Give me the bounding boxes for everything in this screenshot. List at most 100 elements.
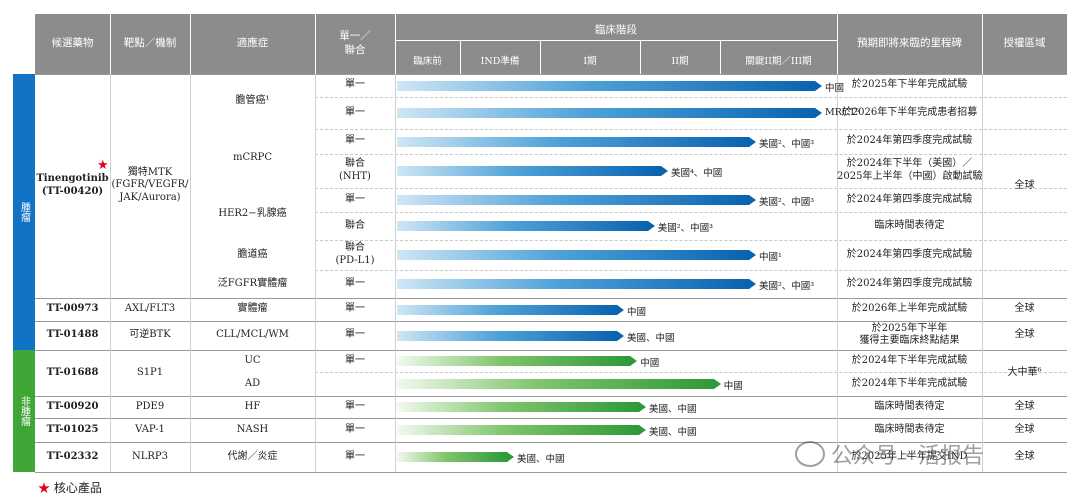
- header-mono-combo: 單一／ 聯合: [339, 30, 371, 56]
- column-divider: [982, 74, 983, 472]
- bar-label: 中國: [627, 306, 647, 318]
- header-indication: 適應症: [236, 37, 269, 50]
- candidate-name: TT-01025: [46, 423, 99, 435]
- stage-preclinical: 臨床前: [413, 56, 442, 67]
- mode-label: 單一: [345, 135, 365, 146]
- star-icon: ★: [38, 481, 51, 495]
- indication-name: 實體瘤: [237, 303, 268, 314]
- candidate-name: Tinengotinib (TT-00420): [36, 173, 109, 197]
- mode-label: 單一: [345, 354, 365, 366]
- progress-arrow: [713, 379, 721, 389]
- indication-name: 泛FGFR實體瘤: [217, 277, 288, 289]
- candidate-name: TT-02332: [46, 450, 99, 462]
- progress-arrow: [815, 108, 822, 118]
- bar-label: 中國¹: [759, 252, 782, 263]
- progress-bar: [397, 108, 815, 118]
- header-divider: [110, 14, 111, 74]
- header-target: 靶點／機制: [123, 37, 177, 50]
- progress-bar: [397, 425, 639, 435]
- milestone-text: 於2024年下半年完成試驗: [851, 354, 968, 366]
- column-divider: [315, 74, 316, 472]
- header-divider: [315, 14, 316, 74]
- milestone-text: 於2025年下半年完成試驗: [851, 79, 968, 90]
- mode-label: 單一: [345, 193, 365, 205]
- mode-label: 單一: [345, 303, 365, 314]
- milestone-text: 臨床時間表待定: [874, 423, 945, 435]
- target-name: AXL/FLT3: [124, 303, 176, 314]
- progress-arrow: [749, 279, 756, 289]
- progress-bar: [397, 279, 749, 289]
- column-divider: [190, 74, 191, 472]
- milestone-text: 於2024年第四季度完成試驗: [846, 248, 973, 260]
- row-divider: [35, 396, 1067, 397]
- row-divider-dashed: [315, 97, 1067, 98]
- mode-label: 單一: [345, 79, 365, 90]
- indication-name: 代謝／炎症: [227, 450, 278, 462]
- indication-name: AD: [244, 377, 261, 389]
- header-rights: 授權區域: [1003, 37, 1046, 50]
- table-header: [35, 14, 1067, 74]
- rights-region: 全球: [1014, 423, 1035, 435]
- milestone-text: 臨床時間表待定: [874, 219, 945, 231]
- watermark: 公众号 · 活报告: [795, 438, 984, 470]
- indication-name: 膽管癌¹: [235, 95, 270, 106]
- star-icon: ★: [97, 158, 109, 173]
- header-divider: [190, 14, 191, 74]
- bar-label: 中國: [640, 358, 660, 369]
- header-divider: [720, 40, 721, 74]
- target-name: S1P1: [136, 366, 164, 378]
- rights-region: 全球: [1014, 400, 1035, 412]
- progress-arrow: [507, 452, 514, 462]
- progress-bar: [397, 379, 714, 389]
- progress-arrow: [749, 195, 756, 205]
- bar-label: MRCT⁵: [825, 107, 860, 118]
- rights-region: 全球: [1014, 450, 1035, 462]
- candidate-name: TT-01688: [46, 366, 99, 378]
- column-divider: [837, 74, 838, 472]
- header-stage-divider: [395, 40, 837, 41]
- mode-label: 聯合: [345, 219, 365, 231]
- wechat-icon: [795, 441, 825, 467]
- row-divider-dashed: [315, 212, 1067, 213]
- milestone-text: 於2026年上半年完成試驗: [851, 303, 968, 314]
- target-name: 獨特MTK (FGFR/VEGFR/ JAK/Aurora): [111, 166, 189, 203]
- mode-label: 聯合 (PD-L1): [335, 242, 375, 266]
- progress-arrow: [815, 80, 822, 91]
- stage-phase1: I期: [583, 56, 597, 67]
- column-divider: [110, 74, 111, 472]
- row-divider: [35, 298, 1067, 299]
- header-divider: [982, 14, 983, 74]
- indication-name: mCRPC: [232, 152, 273, 163]
- rights-region: 全球: [1014, 329, 1035, 340]
- milestone-text: 於2025年上半年提交IND: [851, 450, 968, 462]
- indication-name: 膽道癌: [237, 248, 268, 260]
- progress-bar: [397, 402, 639, 412]
- footnote: ★ 核心產品: [38, 481, 102, 495]
- progress-arrow: [639, 402, 646, 412]
- candidate-name: TT-00920: [46, 400, 99, 412]
- milestone-text: 於2026年下半年完成患者招募: [841, 106, 978, 118]
- progress-bar: [397, 136, 749, 147]
- progress-bar: [397, 80, 815, 91]
- bar-label: 美國、中國: [627, 332, 675, 344]
- mode-label: 單一: [345, 106, 365, 118]
- progress-bar: [397, 221, 648, 231]
- progress-bar: [397, 166, 661, 176]
- target-name: 可逆BTK: [129, 329, 171, 340]
- progress-arrow: [661, 166, 668, 176]
- row-divider: [35, 350, 1067, 351]
- bar-label: 美國、中國: [649, 427, 697, 438]
- indication-name: NASH: [236, 423, 269, 435]
- row-divider-dashed: [315, 154, 1067, 155]
- indication-name: HER2−乳腺癌: [218, 207, 287, 219]
- bar-label: 美國²、中國³: [759, 281, 815, 292]
- milestone-text: 於2024年第四季度完成試驗: [846, 277, 973, 289]
- milestone-text: 於2024年下半年（美國）／ 2025年上半年（中國）啟動試驗: [837, 158, 983, 182]
- row-divider-dashed: [315, 188, 1067, 189]
- milestone-text: 於2024年第四季度完成試驗: [846, 193, 973, 205]
- section-non-oncology: 非腫瘤: [13, 350, 35, 472]
- milestone-text: 於2024年第四季度完成試驗: [846, 135, 973, 146]
- progress-bar: [397, 356, 631, 366]
- bar-label: 美國²、中國³: [657, 223, 713, 234]
- mode-label: 聯合 (NHT): [339, 158, 371, 182]
